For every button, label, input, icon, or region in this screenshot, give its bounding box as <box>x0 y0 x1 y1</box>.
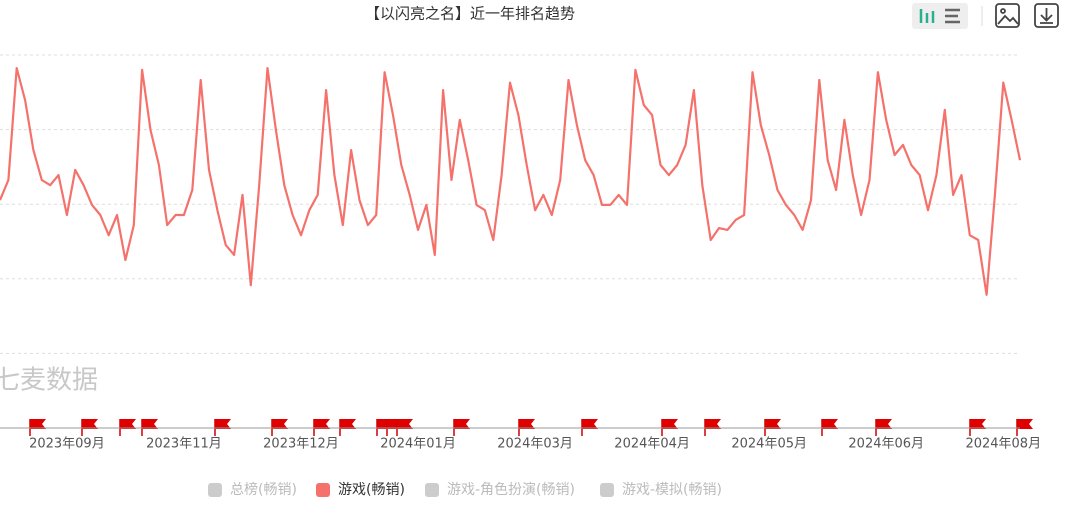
flag <box>142 419 158 429</box>
flag <box>82 419 98 429</box>
flag <box>765 419 781 429</box>
flag <box>519 419 535 429</box>
chart-title: 【以闪亮之名】近一年排名趋势 <box>365 5 575 23</box>
flag <box>215 419 231 429</box>
download-icon[interactable] <box>1034 3 1059 28</box>
x-tick-label: 2023年11月 <box>146 437 222 452</box>
legend-item[interactable]: 游戏-角色扮演(畅销) <box>425 481 575 498</box>
flag <box>30 419 46 429</box>
flag <box>314 419 330 429</box>
x-tick-label: 2024年01月 <box>380 437 456 452</box>
series-line <box>0 67 1022 296</box>
legend-item[interactable]: 游戏(畅销) <box>316 482 405 498</box>
bar-icon[interactable] <box>919 9 935 23</box>
x-tick-label: 2024年03月 <box>497 437 573 452</box>
legend-item[interactable]: 总榜(畅销) <box>208 481 297 498</box>
legend-swatch <box>600 483 614 497</box>
flag <box>397 419 413 429</box>
legend-label: 游戏(畅销) <box>338 482 405 498</box>
flag <box>272 419 288 429</box>
event-flags <box>29 419 1033 436</box>
flag <box>705 419 721 429</box>
flag <box>120 419 136 429</box>
flag <box>970 419 986 429</box>
flag <box>662 419 678 429</box>
flag <box>454 419 470 429</box>
flag <box>1017 419 1033 429</box>
flag <box>582 419 598 429</box>
x-tick-label: 2024年05月 <box>731 437 807 452</box>
x-tick-label: 2024年04月 <box>614 437 690 452</box>
flag <box>340 419 356 429</box>
image-icon[interactable] <box>995 3 1020 28</box>
watermark: 七麦数据 <box>0 366 98 396</box>
x-tick-label: 2023年12月 <box>263 437 339 452</box>
legend-swatch <box>316 483 330 497</box>
legend-item[interactable]: 游戏-模拟(畅销) <box>600 482 722 498</box>
legend-label: 游戏-模拟(畅销) <box>622 482 722 498</box>
flag <box>876 419 892 429</box>
flag <box>822 419 838 429</box>
legend-swatch <box>425 483 439 497</box>
x-tick-label: 2023年09月 <box>29 437 105 452</box>
list-icon[interactable] <box>945 8 960 24</box>
legend-label: 总榜(畅销) <box>230 481 297 498</box>
legend-label: 游戏-角色扮演(畅销) <box>447 481 575 498</box>
toolbar <box>912 3 1059 29</box>
x-tick-label: 2024年08月 <box>965 437 1041 452</box>
legend-swatch <box>208 483 222 497</box>
x-tick-label: 2024年06月 <box>848 437 924 452</box>
